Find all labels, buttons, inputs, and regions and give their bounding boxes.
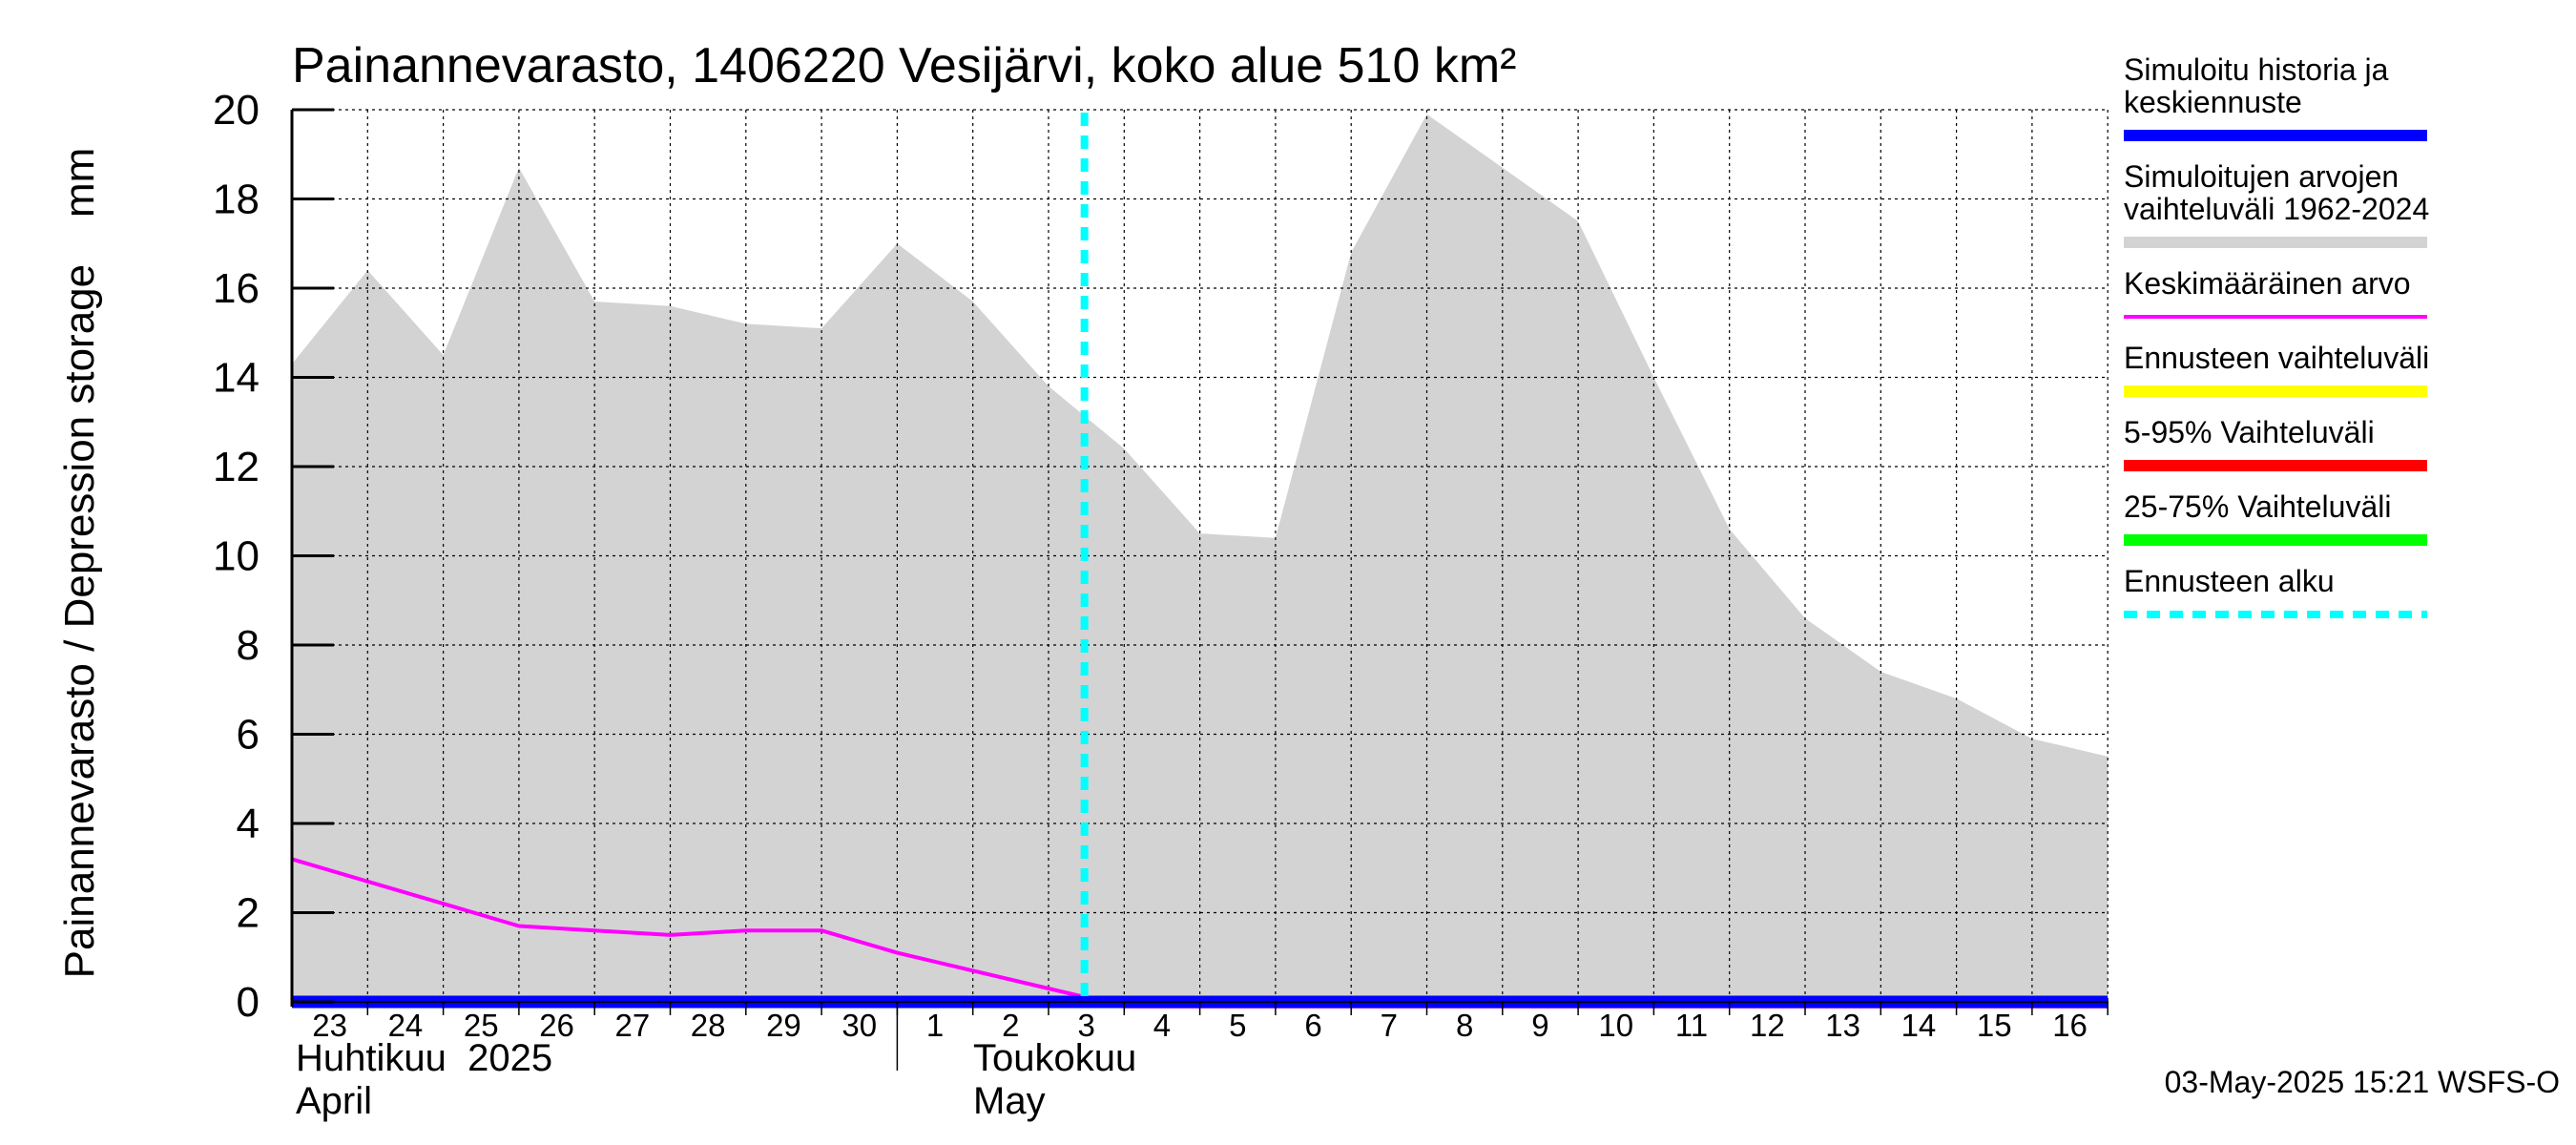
y-tick-label: 8 — [237, 622, 260, 669]
x-tick-label: 6 — [1304, 1008, 1321, 1043]
x-tick-label: 28 — [691, 1008, 726, 1043]
y-tick-label: 16 — [213, 265, 260, 312]
grid-layer — [292, 109, 2109, 1002]
y-tick-label: 12 — [213, 444, 260, 490]
x-tick-label: 14 — [1901, 1008, 1937, 1043]
y-tick-label: 0 — [237, 979, 260, 1026]
x-tick-label: 30 — [841, 1008, 877, 1043]
legend-label: Simuloitu historia ja — [2124, 52, 2389, 87]
legend-label: 5-95% Vaihteluväli — [2124, 415, 2375, 449]
x-tick-label: 3 — [1077, 1008, 1094, 1043]
y-tick-label: 4 — [237, 801, 260, 847]
legend-label: vaihteluväli 1962-2024 — [2124, 192, 2429, 226]
legend-label: Ennusteen vaihteluväli — [2124, 341, 2429, 375]
x-tick-label: 5 — [1229, 1008, 1246, 1043]
x-tick-label: 9 — [1531, 1008, 1548, 1043]
x-tick-label: 29 — [766, 1008, 801, 1043]
x-tick-label: 13 — [1825, 1008, 1860, 1043]
month-label: Toukokuu — [973, 1037, 1136, 1079]
x-tick-label: 11 — [1675, 1008, 1708, 1043]
y-tick-label: 10 — [213, 533, 260, 580]
y-tick-label: 14 — [213, 355, 260, 402]
x-tick-label: 8 — [1456, 1008, 1473, 1043]
y-axis-label: Painannevarasto / Depression storage mm — [56, 148, 103, 979]
timestamp-footer: 03-May-2025 15:21 WSFS-O — [2165, 1065, 2560, 1099]
y-tick-label: 2 — [237, 890, 260, 937]
x-tick-label: 23 — [312, 1008, 347, 1043]
month-label: Huhtikuu 2025 — [296, 1037, 552, 1079]
y-tick-label: 18 — [213, 177, 260, 223]
y-tick-label: 6 — [237, 712, 260, 759]
x-tick-label: 26 — [539, 1008, 574, 1043]
x-tick-label: 25 — [464, 1008, 499, 1043]
x-tick-label: 15 — [1977, 1008, 2012, 1043]
x-tick-label: 12 — [1750, 1008, 1785, 1043]
x-tick-label: 2 — [1002, 1008, 1019, 1043]
month-label-english: April — [296, 1080, 372, 1122]
y-tick-label: 20 — [213, 87, 260, 134]
legend-label: Keskimääräinen arvo — [2124, 266, 2411, 301]
x-tick-label: 4 — [1153, 1008, 1171, 1043]
legend-label: keskiennuste — [2124, 85, 2302, 119]
x-tick-label: 7 — [1381, 1008, 1398, 1043]
legend-label: Ennusteen alku — [2124, 564, 2335, 598]
legend-label: 25-75% Vaihteluväli — [2124, 489, 2391, 524]
x-tick-label: 16 — [2052, 1008, 2088, 1043]
month-label-english: May — [973, 1080, 1046, 1122]
legend-label: Simuloitujen arvojen — [2124, 159, 2399, 194]
x-tick-label: 27 — [614, 1008, 650, 1043]
x-tick-label: 24 — [388, 1008, 424, 1043]
x-tick-label: 10 — [1598, 1008, 1633, 1043]
x-tick-label: 1 — [926, 1008, 944, 1043]
chart-title: Painannevarasto, 1406220 Vesijärvi, koko… — [292, 38, 1516, 94]
